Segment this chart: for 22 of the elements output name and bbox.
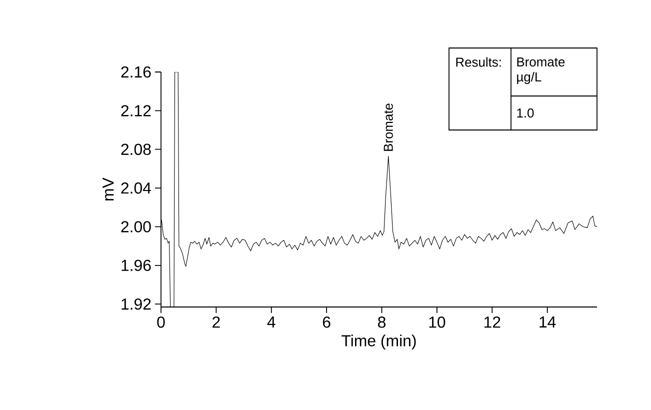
x-axis-title: Time (min) bbox=[342, 334, 416, 350]
x-tick-label: 0 bbox=[157, 316, 165, 328]
y-axis-title: mV bbox=[102, 178, 114, 200]
y-tick-label: 1.96 bbox=[122, 260, 151, 272]
x-tick-label: 10 bbox=[429, 316, 446, 328]
annotation: µg/L bbox=[517, 72, 542, 84]
text: Results: bbox=[456, 57, 501, 67]
y-tick-label: 2.08 bbox=[121, 144, 151, 156]
x-tick-label: 2 bbox=[212, 316, 220, 328]
y-tick-label: 2.16 bbox=[121, 66, 151, 78]
x-tick-label: 6 bbox=[322, 316, 330, 328]
y-tick-label: 2.00 bbox=[121, 221, 151, 232]
y-tick-label: 1.92 bbox=[122, 298, 151, 310]
annotation: Bromate bbox=[384, 104, 393, 151]
y-tick-label: 2.12 bbox=[121, 105, 151, 116]
x-tick-label: 8 bbox=[378, 316, 386, 328]
x-tick-label: 14 bbox=[540, 316, 556, 328]
y-tick-label: 2.04 bbox=[121, 182, 152, 194]
text: Bromate bbox=[517, 57, 565, 67]
x-tick-label: 4 bbox=[267, 316, 276, 328]
annotation: 1.0 bbox=[517, 108, 534, 118]
x-tick-label: 12 bbox=[484, 316, 500, 328]
